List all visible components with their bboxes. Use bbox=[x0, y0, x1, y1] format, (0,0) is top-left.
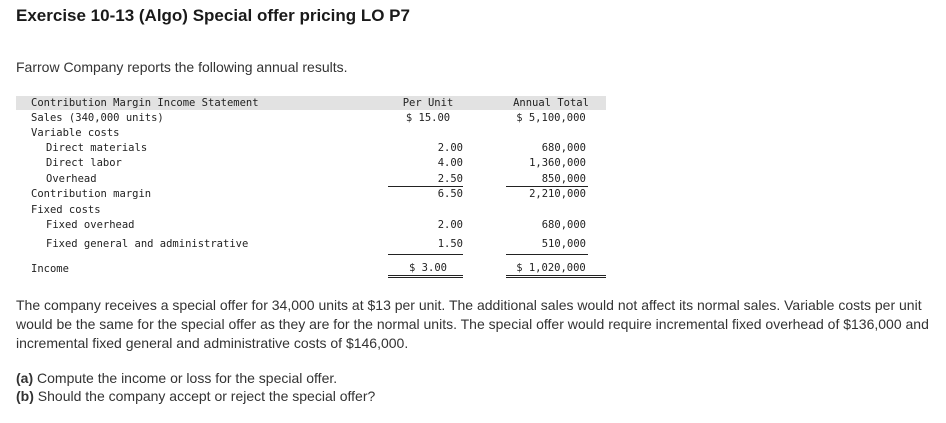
row-label-fixed-costs: Fixed costs bbox=[31, 204, 101, 216]
row-label-direct-materials: Direct materials bbox=[46, 142, 148, 154]
total-income-rule bbox=[506, 254, 588, 255]
row-label-contribution-margin: Contribution margin bbox=[31, 188, 152, 200]
annual-total-column-header: Annual Total bbox=[513, 97, 589, 109]
statement-heading: Contribution Margin Income Statement bbox=[31, 97, 259, 109]
overhead-total: 850,000 bbox=[541, 173, 586, 185]
row-label-direct-labor: Direct labor bbox=[46, 157, 122, 169]
row-label-variable-costs: Variable costs bbox=[31, 127, 120, 139]
per-unit-column-header: Per Unit bbox=[402, 97, 454, 109]
row-label-overhead: Overhead bbox=[46, 173, 97, 185]
total-subtotal-rule bbox=[506, 186, 588, 187]
total-double-rule bbox=[506, 275, 606, 278]
row-label-income: Income bbox=[31, 263, 69, 275]
question-a: (a) Compute the income or loss for the s… bbox=[16, 369, 375, 387]
question-b: (b) Should the company accept or reject … bbox=[16, 387, 375, 405]
per-unit-subtotal-rule bbox=[388, 186, 463, 187]
question-a-marker: (a) bbox=[16, 370, 34, 386]
question-b-text: Should the company accept or reject the … bbox=[37, 388, 376, 404]
row-label-fixed-general-administrative: Fixed general and administrative bbox=[46, 238, 249, 250]
income-per-unit: $ 3.00 bbox=[409, 262, 447, 274]
direct-labor-total: 1,360,000 bbox=[529, 157, 586, 169]
fixed-overhead-per-unit: 2.00 bbox=[437, 219, 463, 231]
row-label-fixed-overhead: Fixed overhead bbox=[46, 219, 135, 231]
fixed-general-administrative-per-unit: 1.50 bbox=[437, 238, 463, 250]
question-b-marker: (b) bbox=[16, 388, 34, 404]
intro-text: Farrow Company reports the following ann… bbox=[16, 59, 348, 75]
direct-materials-per-unit: 2.00 bbox=[437, 142, 463, 154]
overhead-per-unit: 2.50 bbox=[437, 173, 463, 185]
sales-total: $ 5,100,000 bbox=[516, 112, 586, 124]
per-unit-income-rule bbox=[388, 254, 463, 255]
question-a-text: Compute the income or loss for the speci… bbox=[37, 370, 338, 386]
direct-labor-per-unit: 4.00 bbox=[437, 157, 463, 169]
questions-list: (a) Compute the income or loss for the s… bbox=[16, 369, 375, 405]
income-total: $ 1,020,000 bbox=[516, 262, 586, 274]
direct-materials-total: 680,000 bbox=[541, 142, 586, 154]
per-unit-double-rule bbox=[388, 275, 463, 278]
exercise-title: Exercise 10-13 (Algo) Special offer pric… bbox=[16, 6, 410, 25]
sales-per-unit: $ 15.00 bbox=[405, 112, 451, 124]
row-label-sales: Sales (340,000 units) bbox=[31, 112, 164, 124]
special-offer-description: The company receives a special offer for… bbox=[16, 296, 941, 353]
statement-header-band bbox=[16, 96, 606, 110]
fixed-general-administrative-total: 510,000 bbox=[541, 238, 586, 250]
contribution-margin-per-unit: 6.50 bbox=[437, 188, 463, 200]
contribution-margin-income-statement: Contribution Margin Income Statement Per… bbox=[16, 96, 606, 278]
fixed-overhead-total: 680,000 bbox=[541, 219, 586, 231]
contribution-margin-total: 2,210,000 bbox=[529, 188, 586, 200]
special-offer-paragraph: The company receives a special offer for… bbox=[16, 297, 929, 351]
